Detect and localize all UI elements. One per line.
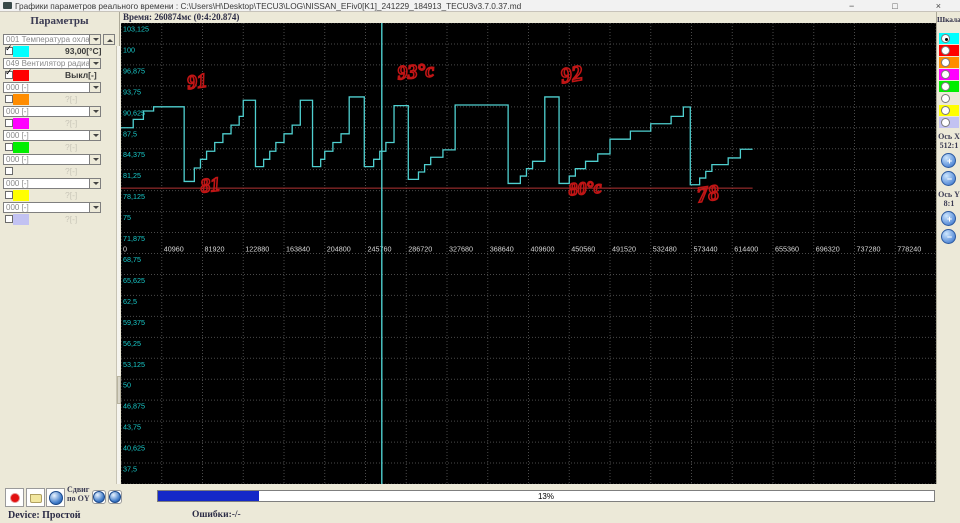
svg-text:409600: 409600 [531,245,555,254]
svg-text:37,5: 37,5 [123,465,137,474]
svg-text:491520: 491520 [612,245,636,254]
svg-text:75: 75 [123,213,131,222]
svg-text:93°c: 93°c [397,59,436,84]
svg-text:81,25: 81,25 [123,171,141,180]
svg-text:80°c: 80°c [568,177,603,200]
svg-text:696320: 696320 [816,245,840,254]
svg-text:100: 100 [123,45,135,54]
svg-text:91: 91 [186,70,209,95]
svg-text:78,125: 78,125 [123,192,145,201]
svg-text:46,875: 46,875 [123,402,145,411]
svg-text:96,875: 96,875 [123,66,145,75]
svg-text:92: 92 [559,60,585,88]
svg-text:87,5: 87,5 [123,129,137,138]
svg-text:450560: 450560 [571,245,595,254]
svg-text:103,125: 103,125 [123,25,149,34]
svg-text:614400: 614400 [734,245,758,254]
svg-text:245760: 245760 [368,245,392,254]
svg-text:122880: 122880 [245,245,269,254]
svg-text:737280: 737280 [857,245,881,254]
svg-text:40,625: 40,625 [123,444,145,453]
svg-text:71,875: 71,875 [123,234,145,243]
svg-text:286720: 286720 [408,245,432,254]
svg-text:78: 78 [695,179,720,207]
svg-text:90,625: 90,625 [123,108,145,117]
svg-text:368640: 368640 [490,245,514,254]
svg-text:0: 0 [123,245,127,254]
svg-text:56,25: 56,25 [123,339,141,348]
svg-text:532480: 532480 [653,245,677,254]
svg-text:204800: 204800 [327,245,351,254]
svg-text:778240: 778240 [897,245,921,254]
svg-text:53,125: 53,125 [123,360,145,369]
svg-text:327680: 327680 [449,245,473,254]
svg-text:59,375: 59,375 [123,318,145,327]
svg-text:84,375: 84,375 [123,150,145,159]
svg-text:50: 50 [123,381,131,390]
svg-text:68,75: 68,75 [123,255,141,264]
svg-text:93,75: 93,75 [123,87,141,96]
svg-text:65,625: 65,625 [123,276,145,285]
svg-text:43,75: 43,75 [123,423,141,432]
svg-text:81920: 81920 [205,245,225,254]
svg-text:81: 81 [199,174,221,198]
svg-text:62,5: 62,5 [123,297,137,306]
svg-text:573440: 573440 [694,245,718,254]
svg-text:655360: 655360 [775,245,799,254]
svg-text:163840: 163840 [286,245,310,254]
svg-text:40960: 40960 [164,245,184,254]
